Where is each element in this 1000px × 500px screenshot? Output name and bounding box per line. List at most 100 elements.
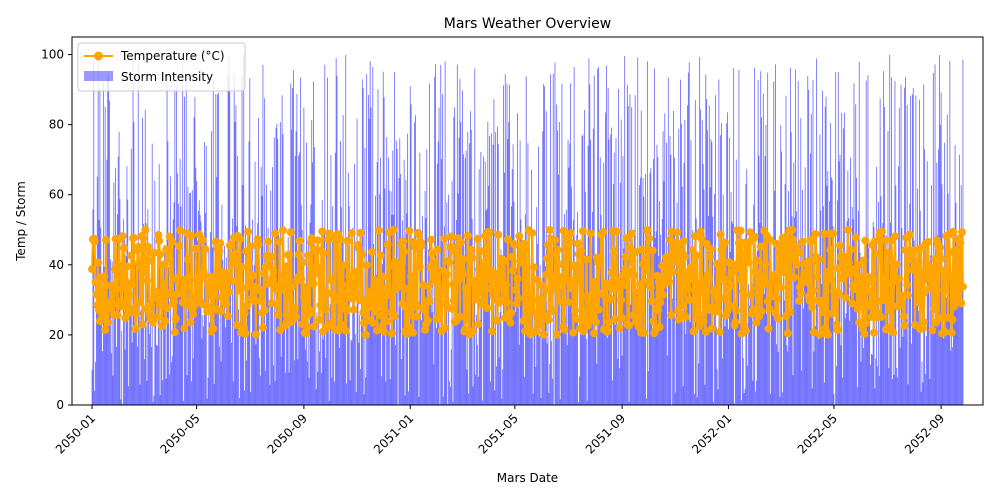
storm-bar — [750, 276, 752, 405]
storm-bar — [266, 276, 268, 405]
temperature-point — [373, 326, 382, 335]
temperature-point — [582, 255, 591, 264]
storm-bar — [110, 352, 112, 405]
temperature-point — [573, 239, 582, 248]
storm-bar — [786, 345, 788, 405]
storm-bar — [534, 321, 536, 405]
temperature-point — [275, 237, 284, 246]
storm-bar — [635, 317, 637, 405]
temperature-point — [445, 258, 454, 267]
storm-bar — [476, 314, 477, 405]
temperature-point — [319, 249, 328, 258]
storm-bar — [476, 344, 478, 405]
storm-bar — [367, 317, 368, 405]
storm-bar — [250, 392, 252, 405]
y-tick-label: 40 — [49, 258, 64, 272]
storm-bar — [260, 166, 262, 405]
temperature-point — [895, 274, 904, 283]
temperature-point — [187, 231, 196, 240]
storm-bar — [787, 351, 789, 405]
storm-bar — [429, 294, 431, 405]
temperature-point — [930, 304, 939, 313]
storm-bar — [541, 285, 543, 405]
storm-bar — [238, 309, 239, 405]
temperature-point — [400, 247, 409, 256]
temperature-point — [484, 274, 493, 283]
temperature-point — [302, 329, 311, 338]
temperature-point — [440, 234, 449, 243]
temperature-point — [485, 228, 494, 237]
storm-bar — [555, 312, 557, 405]
temperature-point — [636, 279, 645, 288]
storm-bar — [895, 185, 897, 405]
storm-bar — [799, 262, 801, 405]
temperature-point — [210, 273, 219, 282]
temperature-point — [139, 233, 148, 242]
storm-bar — [447, 403, 449, 405]
temperature-point — [596, 258, 605, 267]
temperature-point — [384, 290, 393, 299]
temperature-point — [761, 279, 770, 288]
temperature-point — [514, 294, 523, 303]
storm-bar — [284, 305, 286, 405]
storm-bar — [436, 328, 437, 405]
temperature-point — [345, 272, 354, 281]
temperature-point — [94, 258, 103, 267]
temperature-point — [655, 323, 664, 331]
storm-bar — [214, 241, 216, 405]
temperature-point — [714, 261, 723, 270]
temperature-point — [480, 296, 489, 305]
temperature-point — [407, 272, 416, 281]
storm-bar — [269, 385, 271, 405]
storm-bar — [925, 373, 926, 405]
temperature-point — [701, 327, 710, 336]
storm-bar — [817, 339, 819, 405]
temperature-point — [685, 295, 694, 304]
temperature-point — [128, 280, 137, 289]
temperature-point — [411, 243, 420, 252]
temperature-point — [795, 296, 804, 305]
storm-bar — [441, 159, 443, 405]
storm-bar — [264, 98, 266, 405]
storm-bar — [594, 293, 596, 405]
temperature-point — [937, 254, 946, 263]
storm-bar — [490, 381, 491, 405]
storm-bar — [183, 400, 184, 405]
storm-bar — [431, 312, 433, 405]
temperature-point — [103, 318, 112, 327]
temperature-point — [710, 285, 719, 294]
temperature-point — [494, 230, 503, 239]
storm-bar — [328, 400, 330, 405]
storm-bar — [874, 388, 876, 405]
temperature-point — [533, 275, 542, 284]
storm-bar — [667, 355, 668, 405]
temperature-point — [117, 302, 126, 311]
temperature-point — [874, 249, 883, 258]
temperature-point — [359, 308, 368, 317]
temperature-point — [736, 226, 745, 235]
storm-bar — [230, 265, 232, 405]
storm-bar — [514, 292, 516, 405]
storm-bar — [297, 359, 299, 405]
storm-bar — [614, 324, 616, 405]
storm-bar — [408, 391, 409, 405]
storm-bar — [402, 220, 403, 405]
temperature-point — [862, 319, 871, 328]
temperature-point — [853, 304, 862, 313]
temperature-point — [138, 320, 147, 329]
storm-bar — [421, 320, 422, 405]
legend-storm-label: Storm Intensity — [121, 70, 213, 84]
temperature-point — [628, 257, 637, 266]
storm-bar — [383, 97, 385, 406]
storm-bar — [850, 157, 851, 405]
storm-bar — [531, 290, 533, 405]
temperature-point — [641, 267, 650, 276]
temperature-point — [645, 234, 654, 243]
temperature-point — [322, 323, 331, 332]
temperature-point — [108, 300, 117, 309]
storm-bar — [714, 95, 716, 405]
temperature-point — [417, 241, 426, 250]
storm-bar — [956, 295, 958, 405]
storm-bar — [255, 344, 257, 405]
temperature-point — [889, 328, 898, 337]
